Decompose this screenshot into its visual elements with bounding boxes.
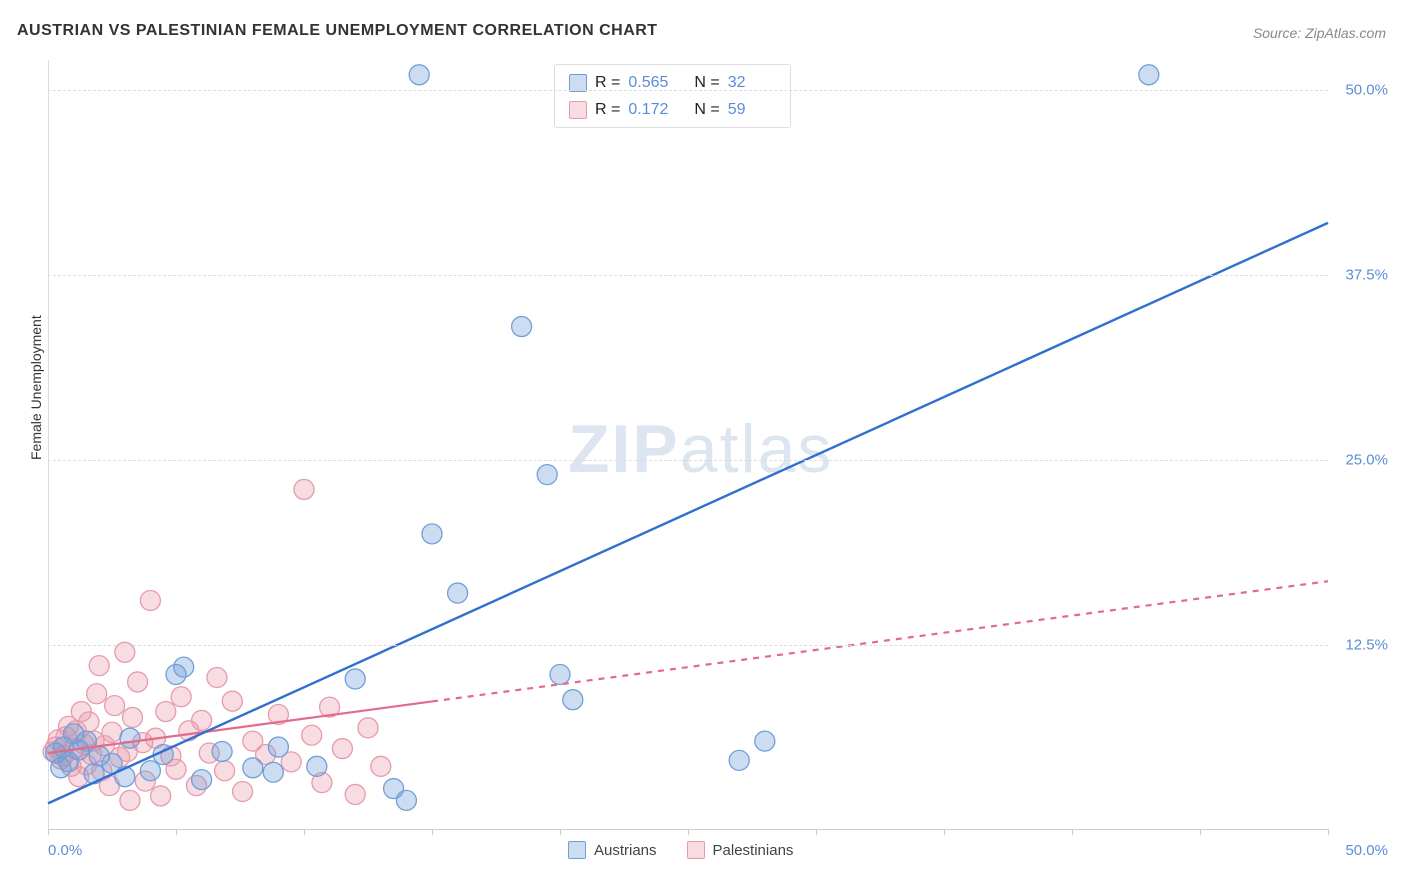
r-value: 0.565 <box>628 69 676 96</box>
x-tick-label-min: 0.0% <box>48 842 82 859</box>
x-tick <box>304 829 305 835</box>
n-label: N = <box>694 96 719 123</box>
legend-label: Palestinians <box>713 842 794 859</box>
scatter-point <box>358 718 378 738</box>
x-tick <box>1072 829 1073 835</box>
scatter-point <box>120 728 140 748</box>
y-tick-label: 25.0% <box>1333 451 1388 468</box>
scatter-point <box>207 667 227 687</box>
x-tick <box>688 829 689 835</box>
scatter-point <box>140 761 160 781</box>
scatter-point <box>1139 65 1159 85</box>
chart-container: AUSTRIAN VS PALESTINIAN FEMALE UNEMPLOYM… <box>0 0 1406 892</box>
legend-item-palestinians: Palestinians <box>687 841 794 859</box>
scatter-point <box>192 710 212 730</box>
legend-label: Austrians <box>594 842 657 859</box>
scatter-point <box>563 690 583 710</box>
scatter-point <box>120 790 140 810</box>
scatter-point <box>729 750 749 770</box>
scatter-point <box>263 762 283 782</box>
scatter-point <box>233 782 253 802</box>
scatter-point <box>268 737 288 757</box>
trend-line <box>48 223 1328 803</box>
x-tick <box>48 829 49 835</box>
scatter-point <box>212 742 232 762</box>
scatter-point <box>332 739 352 759</box>
scatter-point <box>345 669 365 689</box>
scatter-point <box>84 764 104 784</box>
trend-line <box>432 581 1328 701</box>
scatter-point <box>302 725 322 745</box>
scatter-point <box>243 758 263 778</box>
y-tick-label: 50.0% <box>1333 81 1388 98</box>
scatter-point <box>102 722 122 742</box>
scatter-point <box>89 656 109 676</box>
gridline-h <box>48 460 1328 461</box>
scatter-point <box>307 756 327 776</box>
scatter-point <box>345 784 365 804</box>
scatter-point <box>396 790 416 810</box>
y-tick-label: 12.5% <box>1333 636 1388 653</box>
x-tick-label-max: 50.0% <box>1345 842 1388 859</box>
x-tick <box>944 829 945 835</box>
scatter-point <box>755 731 775 751</box>
scatter-point <box>422 524 442 544</box>
legend-row: R = 0.565 N = 32 <box>569 69 776 96</box>
x-tick <box>176 829 177 835</box>
scatter-point <box>128 672 148 692</box>
legend-swatch-austrians <box>568 841 586 859</box>
legend-item-austrians: Austrians <box>568 841 657 859</box>
gridline-h <box>48 275 1328 276</box>
scatter-point <box>174 657 194 677</box>
x-tick <box>1328 829 1329 835</box>
scatter-point <box>537 465 557 485</box>
scatter-point <box>122 707 142 727</box>
plot-svg <box>48 60 1328 829</box>
chart-title: AUSTRIAN VS PALESTINIAN FEMALE UNEMPLOYM… <box>17 22 658 40</box>
scatter-point <box>550 665 570 685</box>
n-value: 59 <box>728 96 776 123</box>
r-label: R = <box>595 96 620 123</box>
scatter-point <box>105 696 125 716</box>
scatter-point <box>371 756 391 776</box>
gridline-h <box>48 645 1328 646</box>
r-label: R = <box>595 69 620 96</box>
legend-swatch-palestinians <box>687 841 705 859</box>
correlation-legend: R = 0.565 N = 32 R = 0.172 N = 59 <box>554 64 791 128</box>
n-label: N = <box>694 69 719 96</box>
x-tick <box>560 829 561 835</box>
scatter-point <box>448 583 468 603</box>
scatter-point <box>409 65 429 85</box>
scatter-point <box>87 684 107 704</box>
x-tick <box>816 829 817 835</box>
scatter-point <box>215 761 235 781</box>
series-legend: Austrians Palestinians <box>568 841 793 859</box>
gridline-h <box>48 90 1328 91</box>
scatter-point <box>171 687 191 707</box>
scatter-point <box>156 702 176 722</box>
legend-row: R = 0.172 N = 59 <box>569 96 776 123</box>
legend-swatch-palestinians <box>569 101 587 119</box>
scatter-point <box>151 786 171 806</box>
r-value: 0.172 <box>628 96 676 123</box>
y-axis-label: Female Unemployment <box>28 315 44 460</box>
x-tick <box>1200 829 1201 835</box>
scatter-point <box>222 691 242 711</box>
plot-area: ZIPatlas R = 0.565 N = 32 R = 0.172 N = … <box>48 60 1328 830</box>
n-value: 32 <box>728 69 776 96</box>
y-tick-label: 37.5% <box>1333 266 1388 283</box>
scatter-point <box>294 479 314 499</box>
scatter-point <box>192 770 212 790</box>
scatter-point <box>512 317 532 337</box>
scatter-point <box>140 590 160 610</box>
source-attribution: Source: ZipAtlas.com <box>1253 25 1386 41</box>
x-tick <box>432 829 433 835</box>
